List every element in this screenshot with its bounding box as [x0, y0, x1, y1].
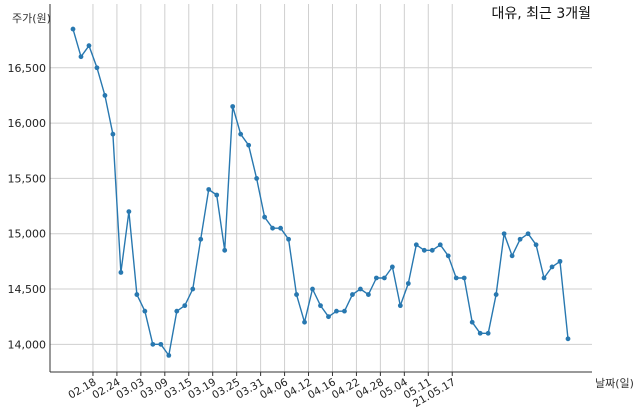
- data-point: [358, 286, 363, 292]
- data-point: [445, 253, 451, 259]
- data-point: [254, 176, 260, 181]
- data-point: [509, 253, 515, 259]
- data-point: [565, 336, 571, 342]
- data-point: [158, 341, 164, 347]
- data-point: [286, 236, 291, 242]
- data-point: [461, 275, 467, 281]
- data-point: [350, 292, 355, 297]
- data-point: [389, 264, 395, 270]
- data-point: [485, 330, 491, 336]
- y-tick-label: 16,000: [8, 117, 47, 130]
- x-axis-title: 날짜(일): [595, 376, 634, 390]
- data-point: [397, 303, 403, 309]
- data-point: [318, 303, 323, 309]
- data-point: [302, 319, 307, 325]
- y-tick-label: 15,500: [8, 172, 47, 185]
- data-point: [134, 292, 140, 297]
- data-point: [541, 275, 547, 281]
- data-point: [334, 308, 339, 314]
- data-point: [214, 192, 220, 198]
- data-point: [294, 292, 299, 297]
- data-point: [493, 292, 499, 297]
- axes: [49, 4, 592, 376]
- data-point: [501, 231, 507, 237]
- data-point: [342, 308, 347, 314]
- data-point: [533, 242, 539, 248]
- y-tick-label: 15,000: [8, 228, 47, 241]
- data-point: [222, 247, 228, 253]
- data-point: [469, 319, 475, 325]
- grid-lines: [50, 4, 592, 372]
- data-point: [381, 275, 387, 281]
- data-point: [142, 308, 148, 314]
- data-point: [150, 341, 156, 347]
- chart-title: 대유, 최근 3개월: [491, 6, 591, 22]
- data-point: [517, 236, 523, 242]
- data-point: [453, 275, 459, 281]
- data-point: [549, 264, 555, 270]
- data-point: [525, 231, 531, 237]
- data-point: [557, 258, 563, 264]
- data-point: [405, 281, 411, 286]
- data-point: [86, 43, 92, 49]
- data-point: [421, 247, 427, 253]
- data-point: [429, 247, 435, 253]
- data-point: [166, 353, 172, 358]
- y-tick-label: 14,500: [8, 283, 47, 296]
- data-point: [270, 225, 275, 231]
- data-point: [174, 308, 180, 314]
- data-point: [190, 286, 196, 292]
- price-series: [70, 26, 571, 358]
- data-point: [366, 292, 371, 297]
- data-point: [477, 330, 483, 336]
- data-point: [78, 54, 84, 60]
- data-point: [126, 209, 132, 214]
- data-point: [326, 314, 331, 320]
- data-point: [206, 187, 212, 192]
- data-point: [110, 131, 116, 137]
- data-point: [278, 225, 283, 231]
- data-point: [246, 142, 252, 148]
- data-point: [262, 214, 268, 220]
- data-point: [230, 104, 236, 109]
- data-point: [437, 242, 443, 248]
- data-point: [70, 26, 76, 32]
- data-point: [238, 131, 244, 137]
- data-point: [413, 242, 419, 248]
- data-point: [310, 286, 315, 292]
- y-axis-title: 주가(원): [12, 12, 51, 25]
- y-tick-label: 16,500: [8, 62, 47, 75]
- data-point: [373, 275, 379, 281]
- data-point: [198, 236, 204, 242]
- data-point: [94, 65, 100, 71]
- data-point: [102, 93, 108, 98]
- y-tick-label: 14,000: [8, 338, 47, 351]
- data-point: [182, 303, 188, 309]
- data-point: [118, 270, 124, 275]
